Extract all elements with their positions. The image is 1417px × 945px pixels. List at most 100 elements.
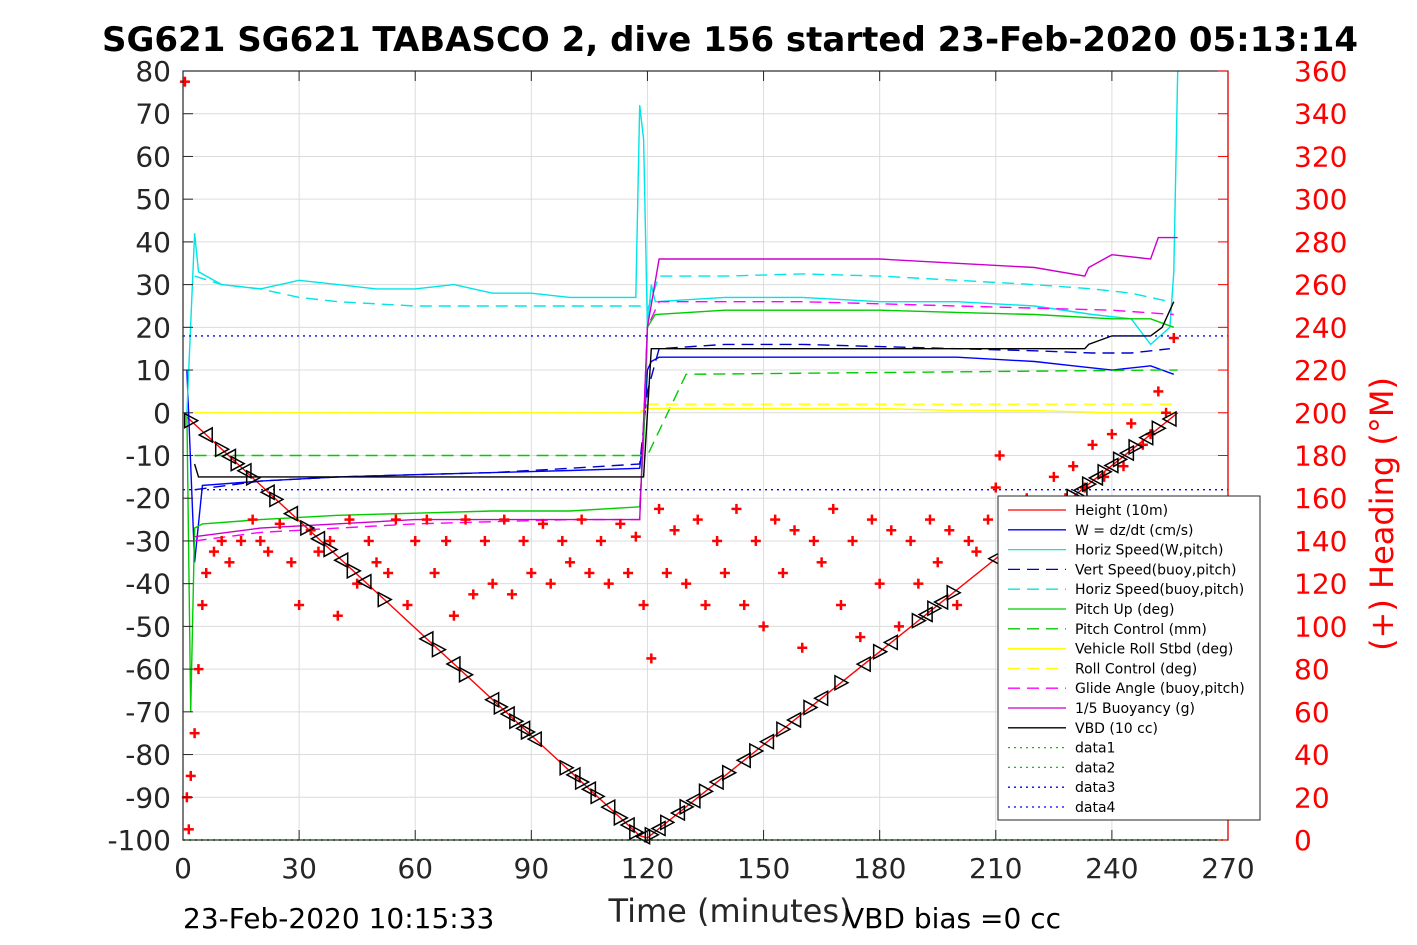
heading-point [565, 557, 576, 568]
legend-entry: Horiz Speed(buoy,pitch) [1075, 582, 1244, 598]
series-line-2 [186, 70, 1179, 413]
depth-marker [933, 593, 949, 611]
y-tick-label: 50 [135, 183, 171, 216]
depth-marker [445, 655, 461, 673]
heading-point [224, 557, 235, 568]
right-tick-label: 120 [1294, 568, 1347, 601]
depth-marker [698, 783, 715, 800]
heading-point [1087, 439, 1098, 450]
x-axis-label: Time (minutes) [608, 892, 852, 930]
heading-point [1168, 333, 1179, 344]
heading-point [990, 482, 1001, 493]
depth-marker [613, 809, 629, 827]
heading-point [952, 600, 963, 611]
heading-point [712, 535, 723, 546]
heading-point [913, 578, 924, 589]
heading-point [460, 514, 471, 525]
heading-point [526, 567, 537, 578]
heading-point [208, 546, 219, 557]
legend-entry: W = dz/dt (cm/s) [1075, 523, 1194, 539]
heading-point [479, 535, 490, 546]
depth-marker [708, 773, 724, 791]
depth-marker [559, 759, 575, 776]
heading-point [731, 503, 742, 514]
heading-point [537, 518, 548, 529]
axes-ticks: 0 30 60 90 120 150 180 210 240 270 80 70 60 50 40 30 20 1… [107, 55, 1347, 885]
heading-point [932, 557, 943, 568]
y-tick-label: 0 [153, 397, 171, 430]
heading-point [557, 535, 568, 546]
heading-point [719, 567, 730, 578]
depth-marker [323, 541, 339, 558]
depth-marker [721, 764, 738, 781]
depth-marker [493, 698, 509, 716]
heading-point [197, 600, 208, 611]
y-tick-label: 20 [135, 311, 171, 344]
heading-point [971, 546, 982, 557]
depth-marker [590, 788, 606, 805]
y-tick-label: 30 [135, 269, 171, 302]
depth-marker [269, 491, 285, 508]
depth-marker [418, 630, 434, 648]
heading-point [669, 525, 680, 536]
heading-point [681, 578, 692, 589]
x-tick-label: 60 [397, 852, 433, 885]
depth-marker [600, 798, 616, 816]
depth-marker [660, 814, 676, 831]
heading-point [429, 567, 440, 578]
heading-point [1153, 386, 1164, 397]
legend-entry: Height (10m) [1075, 503, 1168, 519]
x-tick-label: 30 [281, 852, 317, 885]
y-tick-label: 60 [135, 140, 171, 173]
depth-marker [776, 721, 792, 738]
depth-marker [679, 798, 695, 816]
depth-marker [1103, 457, 1119, 474]
x-tick-label: 0 [174, 852, 192, 885]
depth-marker [484, 691, 500, 709]
depth-marker [803, 699, 819, 716]
depth-marker [1151, 420, 1167, 437]
heading-point [789, 525, 800, 536]
legend-entry: data4 [1075, 800, 1116, 816]
heading-point [332, 610, 343, 621]
series-line-3 [194, 343, 1170, 491]
legend-entry: Vert Speed(buoy,pitch) [1075, 562, 1237, 578]
x-tick-label: 210 [969, 852, 1022, 885]
heading-point [325, 535, 336, 546]
depth-marker [515, 720, 531, 737]
series-line-4 [194, 273, 1171, 312]
depth-marker [580, 780, 597, 798]
heading-point [545, 578, 556, 589]
depth-marker [785, 711, 802, 729]
depth-marker [300, 519, 316, 537]
depth-marker [230, 455, 246, 472]
heading-point [692, 514, 703, 525]
heading-point [294, 600, 305, 611]
heading-point [441, 535, 452, 546]
depth-marker [356, 573, 372, 590]
heading-point [623, 567, 634, 578]
right-tick-label: 260 [1294, 269, 1347, 302]
heading-point [344, 514, 355, 525]
heading-point [487, 578, 498, 589]
heading-point [499, 514, 510, 525]
depth-marker [813, 689, 829, 707]
right-tick-label: 40 [1294, 739, 1330, 772]
heading-point [179, 76, 190, 87]
footer-vbd-bias: VBD bias =0 cc [845, 902, 1061, 935]
heading-point [654, 503, 665, 514]
right-tick-label: 100 [1294, 610, 1347, 643]
chart-title: SG621 SG621 TABASCO 2, dive 156 started … [102, 20, 1358, 60]
y-tick-label: -20 [125, 482, 171, 515]
heading-point [596, 535, 606, 546]
depth-marker [1097, 463, 1113, 480]
heading-point [216, 535, 227, 546]
heading-point [584, 567, 595, 578]
y-tick-label: -90 [125, 781, 171, 814]
right-tick-label: 340 [1294, 98, 1347, 131]
heading-point [855, 632, 866, 643]
x-tick-label: 150 [737, 852, 790, 885]
heading-point [518, 535, 529, 546]
heading-point [866, 514, 877, 525]
depth-marker [758, 733, 775, 750]
